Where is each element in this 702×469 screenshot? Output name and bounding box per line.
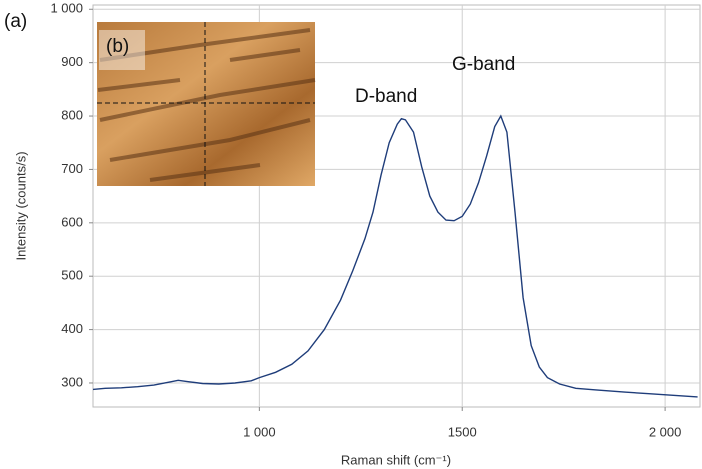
y-tick-label: 1 000: [50, 1, 83, 16]
inset-label: (b): [106, 36, 129, 57]
x-tick-label: 2 000: [649, 424, 682, 439]
y-tick-label: 700: [61, 161, 83, 176]
data-line: [92, 114, 698, 398]
inset-photo: [97, 22, 316, 186]
y-tick-label: 800: [61, 107, 83, 122]
y-tick-label: 600: [61, 214, 83, 229]
y-tick-label: 300: [61, 374, 83, 389]
y-tick-label: 400: [61, 321, 83, 336]
y-tick-label: 500: [61, 268, 83, 283]
y-axis-title: Intensity (counts/s): [13, 151, 28, 260]
y-tick-label: 900: [61, 54, 83, 69]
x-tick-label: 1500: [448, 424, 477, 439]
x-tick-label: 1 000: [243, 424, 276, 439]
x-axis-title: Raman shift (cm⁻¹): [341, 452, 451, 467]
annotation: G-band: [452, 54, 515, 75]
panel-label: (a): [4, 11, 27, 32]
annotation: D-band: [355, 86, 417, 107]
